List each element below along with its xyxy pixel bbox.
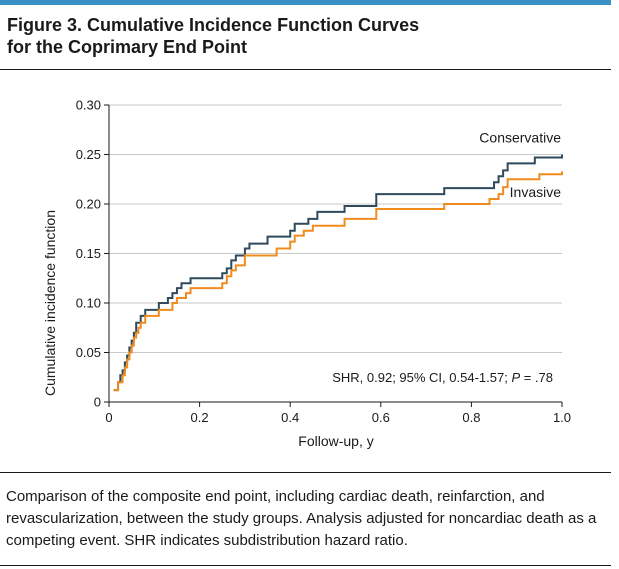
y-ticks: 0 0.05 0.10 0.15 0.20 0.25 0.30 xyxy=(76,98,109,410)
cumulative-incidence-chart: 0 0.2 0.4 0.6 0.8 1.0 0 0.05 0.10 0.15 0.20 0.25 0.… xyxy=(42,98,571,450)
y-axis-label: Cumulative incidence function xyxy=(42,210,58,396)
shr-annotation: SHR, 0.92; 95% CI, 0.54-1.57; P = .78 xyxy=(332,370,553,385)
y-tick-label-3: 0.15 xyxy=(76,246,101,261)
y-tick-label-6: 0.30 xyxy=(76,98,101,113)
x-axis-label: Follow-up, y xyxy=(298,433,373,449)
figure-title-line-1: Figure 3. Cumulative Incidence Function … xyxy=(7,15,420,35)
y-tick-label-0: 0 xyxy=(94,395,101,410)
series-lines xyxy=(113,154,563,392)
y-tick-label-2: 0.10 xyxy=(76,296,101,311)
figure-title: Figure 3. Cumulative Incidence Function … xyxy=(7,14,607,58)
x-ticks: 0 0.2 0.4 0.6 0.8 1.0 xyxy=(105,402,571,425)
series-label-conservative: Conservative xyxy=(479,130,561,146)
shr-annotation-prefix: SHR, 0.92; 95% CI, 0.54-1.57; xyxy=(332,370,511,385)
shr-annotation-suffix: = .78 xyxy=(520,370,553,385)
figure-title-line-2: for the Coprimary End Point xyxy=(7,37,248,57)
y-tick-label-4: 0.20 xyxy=(76,197,101,212)
x-tick-label-1: 0.2 xyxy=(191,410,209,425)
bottom-divider xyxy=(0,565,611,566)
series-line-conservative xyxy=(113,154,563,392)
top-accent-rule xyxy=(0,0,611,5)
x-tick-label-3: 0.6 xyxy=(372,410,390,425)
series-line-invasive xyxy=(113,171,563,392)
x-tick-label-2: 0.4 xyxy=(281,410,299,425)
y-tick-label-5: 0.25 xyxy=(76,147,101,162)
figure-caption: Comparison of the composite end point, i… xyxy=(6,488,597,549)
series-label-invasive: Invasive xyxy=(510,184,562,200)
shr-annotation-p: P xyxy=(511,370,520,385)
y-tick-label-1: 0.05 xyxy=(76,345,101,360)
title-divider xyxy=(0,69,611,70)
series-labels: Conservative Invasive xyxy=(479,130,561,200)
x-tick-label-5: 1.0 xyxy=(553,410,571,425)
x-tick-label-0: 0 xyxy=(105,410,112,425)
chart-divider xyxy=(0,472,611,473)
x-tick-label-4: 0.8 xyxy=(462,410,480,425)
